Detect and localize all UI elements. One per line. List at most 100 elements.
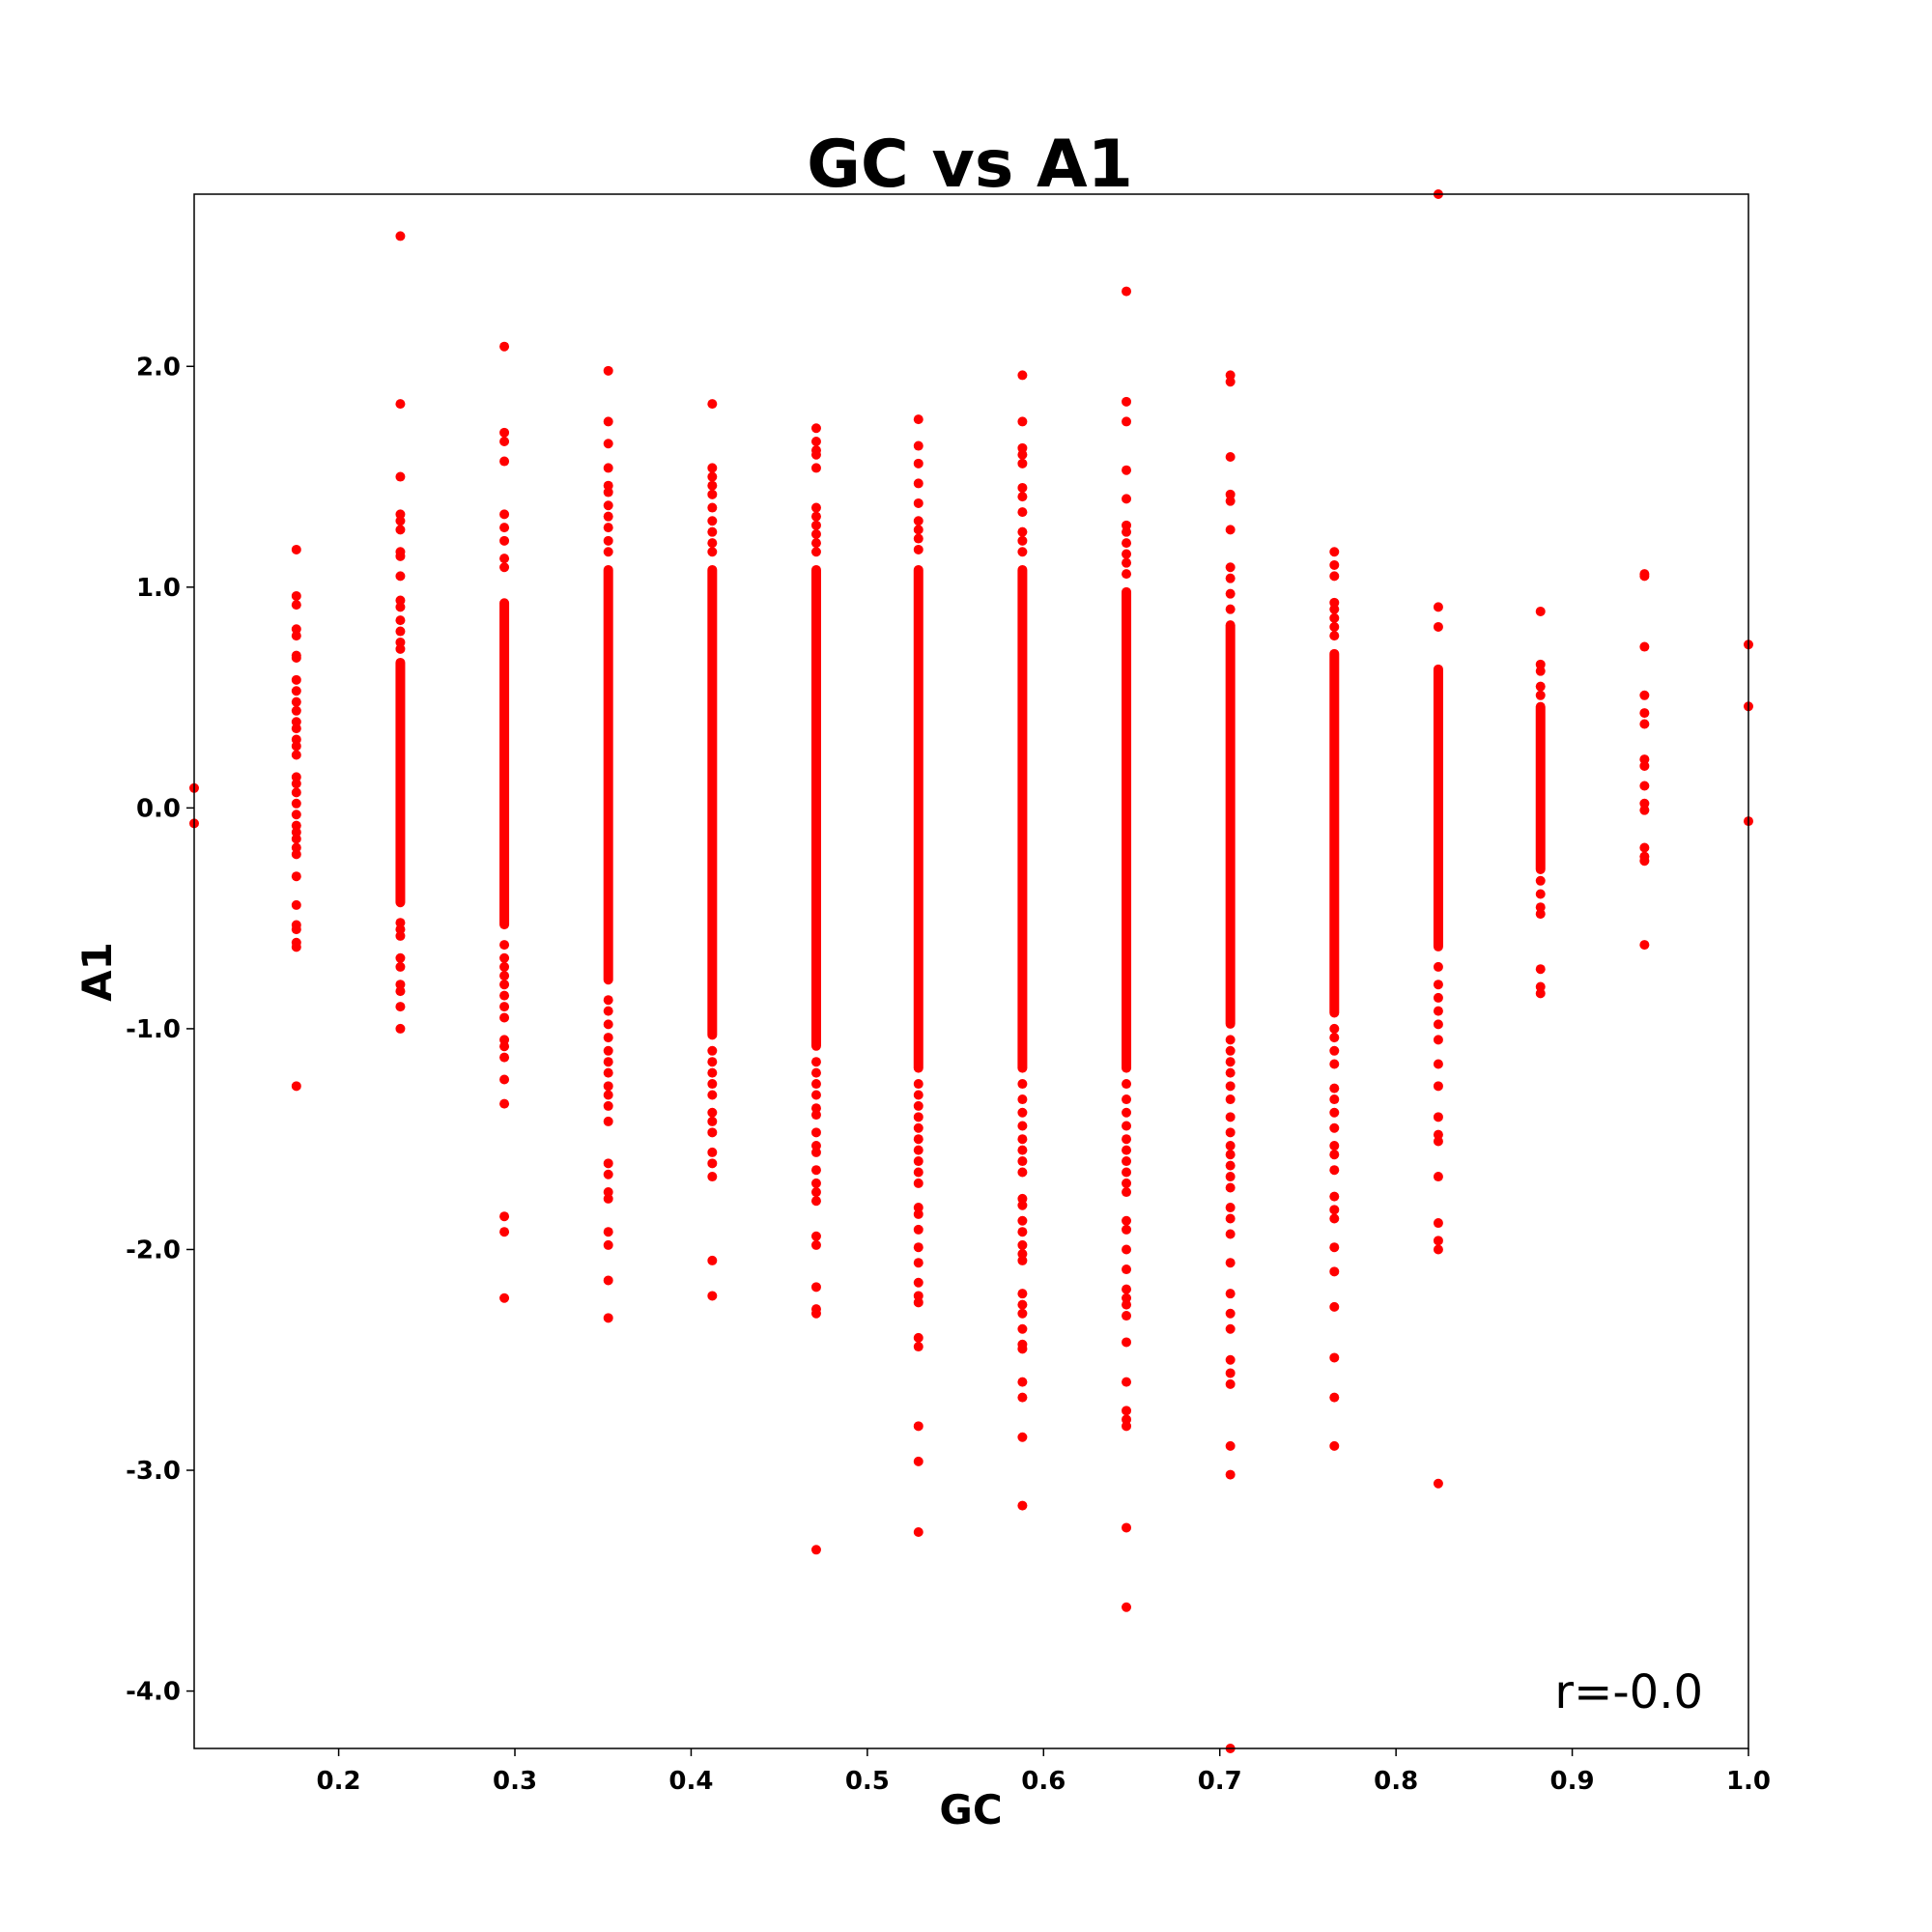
data-point <box>603 1019 613 1030</box>
y-tick-label: 2.0 <box>136 353 181 382</box>
data-point <box>291 849 301 860</box>
data-point <box>1433 1172 1443 1182</box>
data-point <box>603 1033 613 1043</box>
data-point <box>913 1100 923 1111</box>
data-point <box>707 547 718 557</box>
data-point <box>499 509 510 520</box>
data-point <box>603 1081 613 1092</box>
data-point <box>1122 416 1132 427</box>
data-point <box>913 1456 923 1466</box>
data-point <box>1017 1249 1028 1260</box>
y-axis-ticks: 2.0 1.0 0.0 -1.0 -2.0 -3.0 -4.0 <box>126 353 194 1707</box>
data-point <box>1329 1107 1340 1118</box>
data-point <box>1329 1392 1340 1403</box>
data-point <box>1329 1094 1340 1105</box>
x-axis-ticks: 0.2 0.3 0.4 0.5 0.6 0.7 0.8 0.9 1.0 <box>317 1748 1771 1796</box>
data-point <box>603 1116 613 1126</box>
data-point <box>810 463 821 473</box>
data-point <box>1639 641 1650 652</box>
data-point <box>1017 1134 1028 1145</box>
data-point <box>1535 988 1546 999</box>
data-point <box>1017 1079 1028 1090</box>
data-point <box>1122 538 1132 549</box>
data-point <box>1433 1236 1443 1246</box>
data-point <box>1017 492 1028 502</box>
data-point <box>913 1224 923 1235</box>
data-point <box>291 631 301 641</box>
data-point <box>1122 1156 1132 1167</box>
data-point <box>707 471 718 482</box>
data-point <box>1535 981 1546 992</box>
x-tick-label: 0.7 <box>1198 1767 1242 1796</box>
y-tick-label: 1.0 <box>136 574 181 603</box>
data-point <box>1122 1224 1132 1235</box>
data-point <box>810 1141 821 1151</box>
data-point <box>913 1242 923 1253</box>
data-point <box>1433 1081 1443 1092</box>
data-point <box>603 1006 613 1016</box>
data-point <box>499 1293 510 1303</box>
data-point <box>1225 1112 1236 1122</box>
data-point <box>913 1332 923 1343</box>
data-point <box>1017 1308 1028 1319</box>
data-point <box>1122 396 1132 407</box>
data-point <box>810 1079 821 1090</box>
data-point <box>291 590 301 601</box>
data-point <box>810 1103 821 1114</box>
data-point <box>810 1308 821 1319</box>
data-point <box>291 741 301 752</box>
data-point <box>291 724 301 734</box>
y-tick-label: -4.0 <box>126 1678 181 1707</box>
data-point <box>1433 1019 1443 1030</box>
data-point <box>1329 1033 1340 1043</box>
data-point <box>1225 1229 1236 1239</box>
data-point <box>395 516 406 526</box>
data-point <box>913 478 923 489</box>
data-point <box>1225 1094 1236 1105</box>
data-point <box>1225 1141 1236 1151</box>
data-point <box>1225 377 1236 387</box>
data-point <box>810 1187 821 1198</box>
data-point <box>1122 1244 1132 1255</box>
data-point <box>1329 604 1340 614</box>
data-point <box>913 1203 923 1213</box>
y-tick-label: -1.0 <box>126 1015 181 1044</box>
data-point <box>810 1147 821 1157</box>
data-point <box>1225 604 1236 614</box>
data-point <box>1433 992 1443 1003</box>
data-point <box>1329 1301 1340 1312</box>
data-point <box>810 1545 821 1555</box>
data-point <box>1225 1289 1236 1299</box>
data-point <box>499 1098 510 1109</box>
data-point <box>1122 494 1132 504</box>
data-point <box>1225 1368 1236 1378</box>
data-point <box>913 533 923 544</box>
data-point <box>707 1291 718 1301</box>
data-point <box>1433 1136 1443 1147</box>
data-point <box>1017 1156 1028 1167</box>
data-point <box>1225 525 1236 535</box>
data-point <box>1329 631 1340 641</box>
data-point <box>291 772 301 782</box>
data-point <box>395 1023 406 1034</box>
data-point <box>1017 442 1028 453</box>
data-point <box>291 834 301 844</box>
data-point <box>499 535 510 546</box>
data-point <box>1225 1203 1236 1213</box>
data-point <box>1639 940 1650 951</box>
data-point <box>1122 286 1132 297</box>
data-point <box>1122 1377 1132 1387</box>
data-point <box>603 480 613 491</box>
data-point <box>603 523 613 533</box>
data-point <box>1017 535 1028 546</box>
data-point <box>1639 781 1650 791</box>
data-point <box>1329 1165 1340 1176</box>
data-point <box>913 1291 923 1301</box>
data-point <box>291 734 301 745</box>
data-point <box>1535 875 1546 886</box>
data-point <box>1122 526 1132 537</box>
data-point <box>395 231 406 242</box>
data-point <box>1122 1522 1132 1533</box>
data-point <box>1225 1057 1236 1067</box>
data-point <box>1122 549 1132 559</box>
